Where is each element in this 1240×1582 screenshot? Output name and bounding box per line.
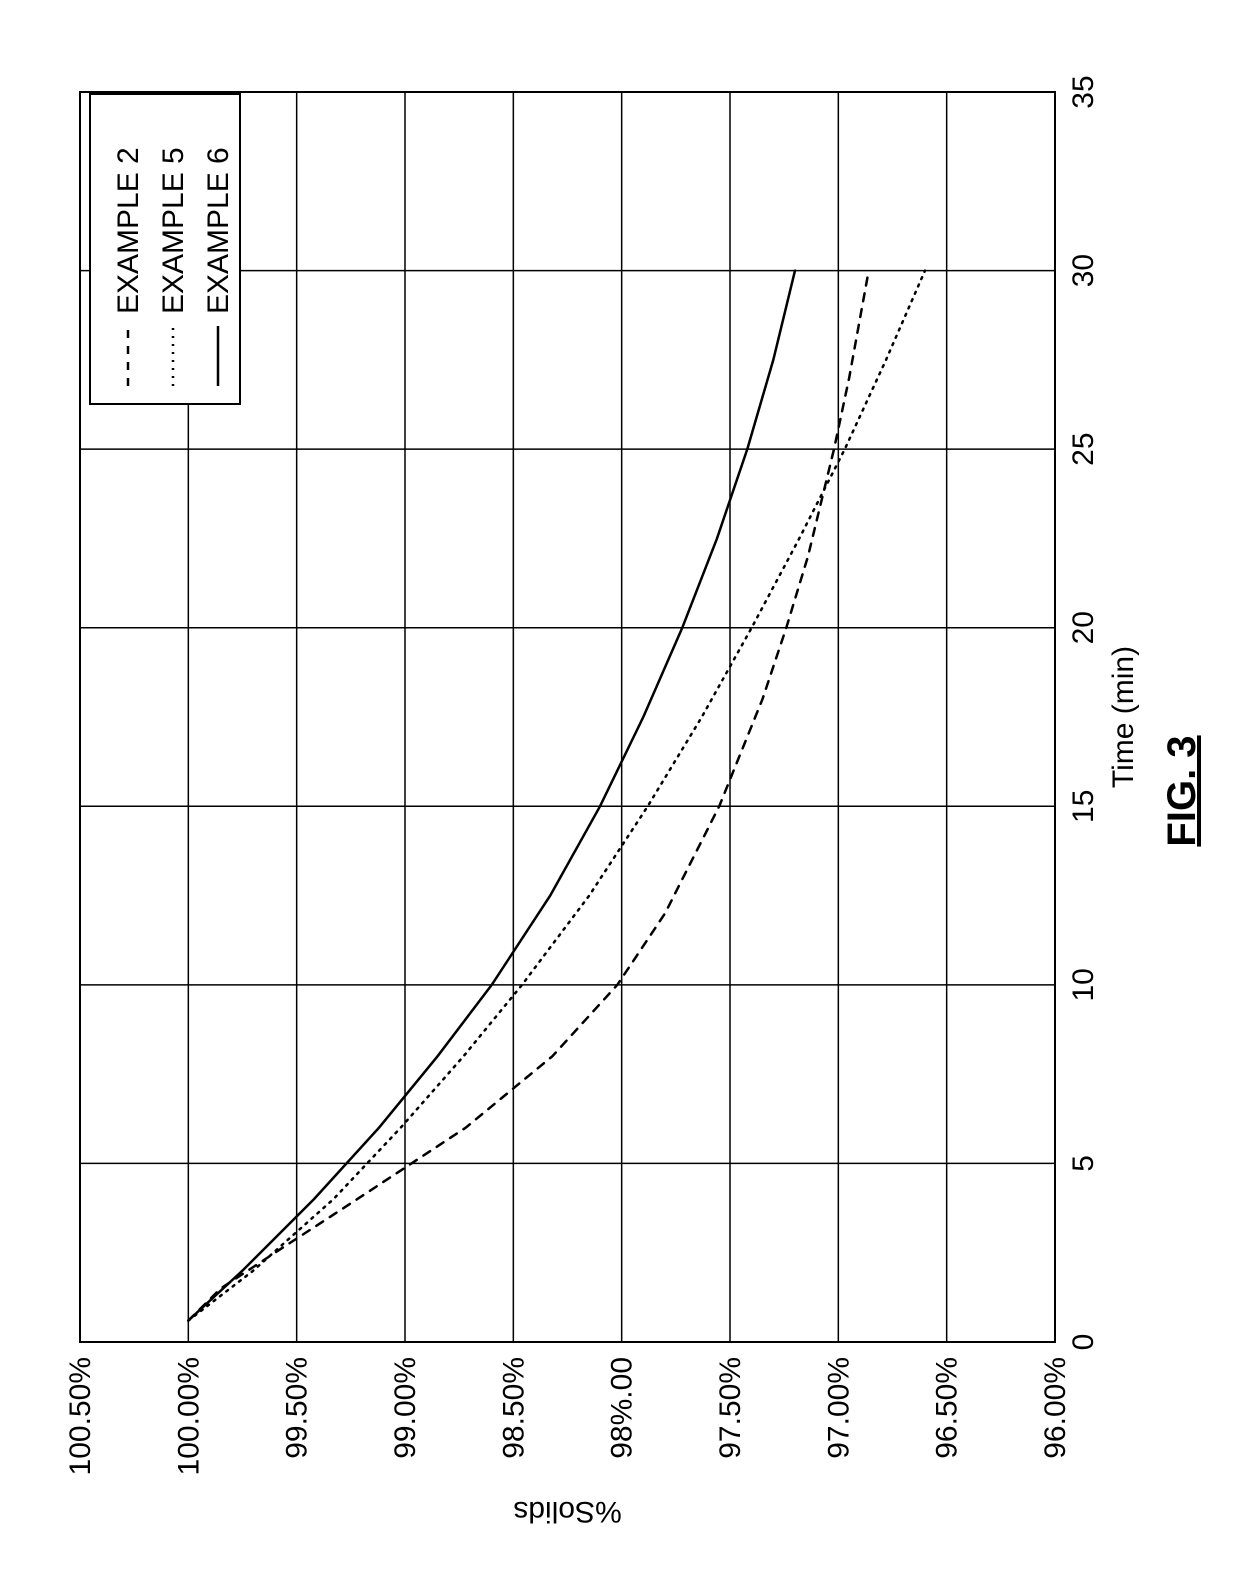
figure-caption: FIG. 3 — [1160, 735, 1204, 846]
y-tick-label: 100.00% — [172, 1357, 205, 1475]
legend-label: EXAMPLE 2 — [112, 147, 145, 314]
x-axis-label: Time (min) — [1107, 646, 1140, 788]
x-tick-label: 25 — [1067, 432, 1100, 465]
y-tick-label: 99.00% — [389, 1357, 422, 1459]
y-tick-label: 97.00% — [822, 1357, 855, 1459]
y-tick-label: 100.50% — [64, 1357, 97, 1475]
y-tick-label: 98%.00 — [606, 1357, 639, 1459]
x-tick-label: 5 — [1067, 1155, 1100, 1172]
legend-label: EXAMPLE 5 — [157, 147, 190, 314]
y-tick-label: 99.50% — [281, 1357, 314, 1459]
y-tick-label: 98.50% — [497, 1357, 530, 1459]
y-tick-label: 97.50% — [714, 1357, 747, 1459]
y-tick-label: 96.00% — [1039, 1357, 1072, 1459]
y-axis-label: %Solids — [513, 1495, 621, 1528]
legend-label: EXAMPLE 6 — [202, 147, 235, 314]
x-tick-label: 35 — [1067, 75, 1100, 108]
chart-rotated: 0 5 10 15 20 25 30 35 Time (min) 96.00% 96.50% 97.0… — [0, 0, 1240, 1582]
x-tick-label: 15 — [1067, 790, 1100, 823]
x-tick-label: 10 — [1067, 968, 1100, 1001]
y-tick-label: 96.50% — [931, 1357, 964, 1459]
x-tick-label: 0 — [1067, 1334, 1100, 1351]
x-tick-label: 20 — [1067, 611, 1100, 644]
x-tick-label: 30 — [1067, 254, 1100, 287]
